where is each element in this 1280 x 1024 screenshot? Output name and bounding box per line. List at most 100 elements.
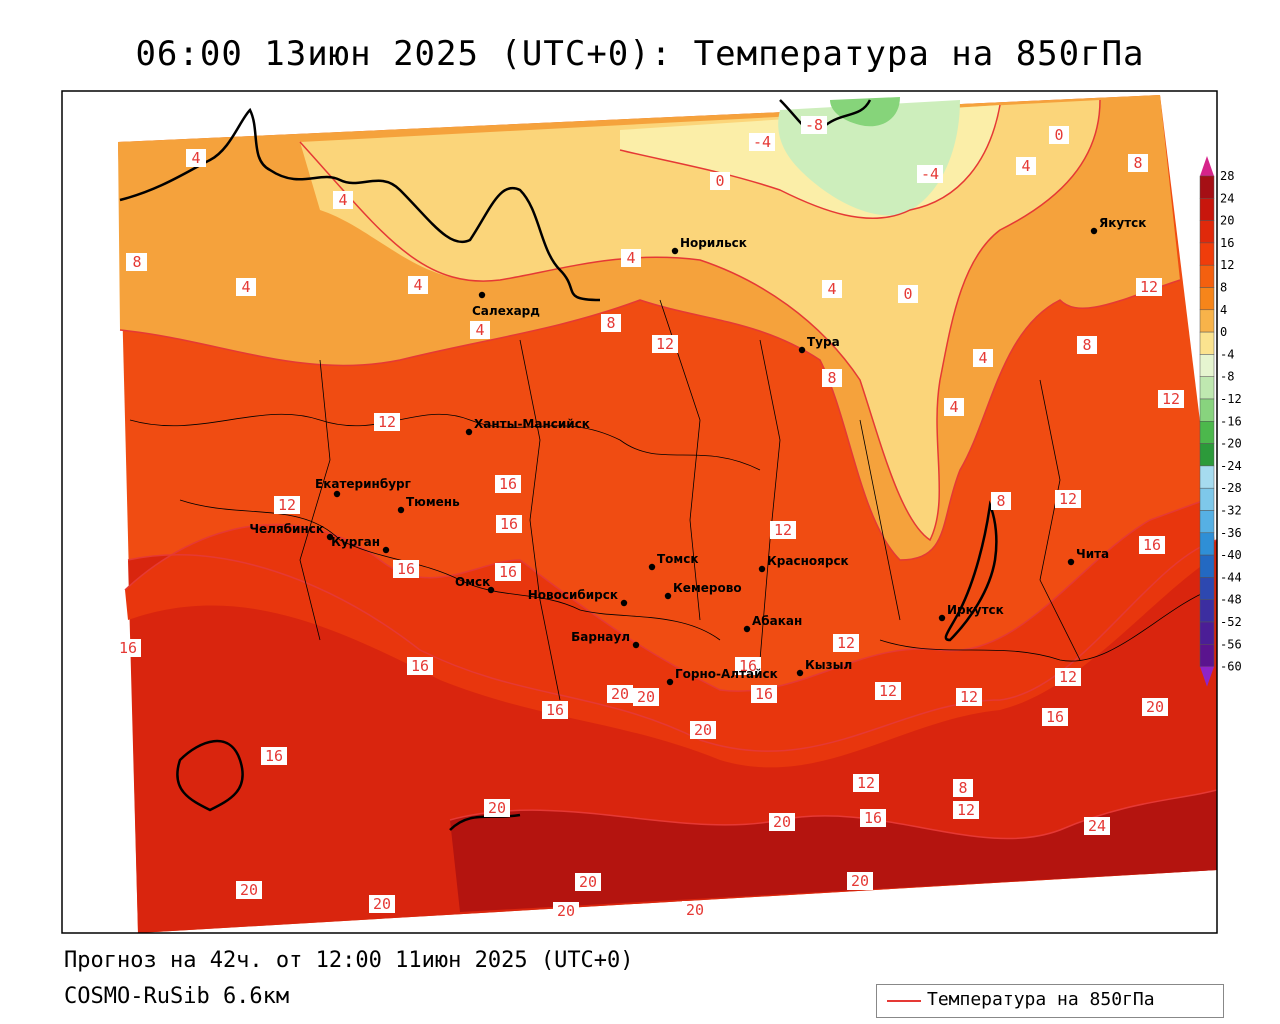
isotherm-label-box [875,682,901,700]
isotherm-label-box [973,349,993,367]
city-label: Ханты-Мансийск [474,417,590,431]
city-layer: Норильск Якутск Салехард Тура Ханты-Мансийск… [249,216,1146,686]
colorbar-swatch [1199,309,1215,333]
isotherm-label-box [236,881,262,899]
isotherm-label: 20 [694,721,712,739]
colorbar-tick-label: -52 [1220,615,1242,629]
colorbar-swatch [1199,287,1215,311]
colorbar-tick-label: -24 [1220,459,1242,473]
isotherm-label: 0 [1054,126,1063,144]
isotherm-label-box [860,809,886,827]
isotherm-label: 4 [978,349,987,367]
city-marker [743,625,751,633]
colorbar-swatch [1199,621,1215,645]
city-label: Чита [1076,547,1109,561]
isotherm-label: 16 [739,657,757,675]
isotherm-label-box [601,314,621,332]
isotherm-label-box [1142,698,1168,716]
colorbar-tick-label: 16 [1220,236,1234,250]
colorbar-tick-label: -16 [1220,414,1242,428]
isotherm-label: 12 [656,335,674,353]
city-label: Норильск [680,236,747,250]
isotherm-label-box [575,873,601,891]
city-marker [397,506,405,514]
isotherm-label: 16 [755,685,773,703]
city-marker [1067,558,1075,566]
city-marker [465,428,473,436]
city-marker [938,614,946,622]
isotherm-label: 0 [903,285,912,303]
colorbar-swatch [1199,554,1215,578]
colorbar-tick-label: 8 [1220,281,1227,295]
isotherm-label: 20 [851,872,869,890]
isotherm-label: 8 [996,492,1005,510]
isotherm-label: 16 [119,639,137,657]
isotherm-label-box [236,278,256,296]
colorbar-swatch [1199,599,1215,623]
colorbar-tick-label: -8 [1220,370,1234,384]
isotherm-label: 12 [957,801,975,819]
colorbar-tick-label: -4 [1220,347,1234,361]
isotherm-label: 8 [132,253,141,271]
forecast-info: Прогноз на 42ч. от 12:00 11июн 2025 (UTC… [64,948,634,973]
isotherm-label-box [770,521,796,539]
city-label: Якутск [1099,216,1146,230]
colorbar-tick-label: -36 [1220,526,1242,540]
isotherm-label-box [735,657,761,675]
isotherm-label-box [1055,490,1081,508]
isotherm-label-box [1136,278,1162,296]
region-boundaries [129,299,1211,701]
isotherm-label-box [769,813,795,831]
city-label: Тюмень [406,495,460,509]
city-marker [664,592,672,600]
city-label: Курган [331,535,380,549]
isotherm-label: 16 [499,475,517,493]
isotherm-label-box [682,901,708,919]
isotherm-label: 4 [827,280,836,298]
isotherm-label: 16 [1143,536,1161,554]
isotherm-label: 16 [500,515,518,533]
isotherm-label-box [553,902,579,920]
isotherm-label: 12 [278,496,296,514]
isotherm-label-box [369,895,395,913]
isotherm-label: 4 [1021,157,1030,175]
isotherm-label: 12 [774,521,792,539]
isotherm-label: 12 [1059,490,1077,508]
isotherm-label: 20 [611,685,629,703]
isotherm-label: -4 [753,133,771,151]
isotherm-label-box [749,133,775,151]
isotherm-label-box [652,335,678,353]
colorbar-swatch [1199,331,1215,355]
colorbar-tick-label: -44 [1220,570,1242,584]
isotherm-label: 12 [857,774,875,792]
isotherm-label: 16 [397,560,415,578]
colorbar-swatch [1199,510,1215,534]
city-label: Иркутск [947,603,1004,617]
city-label: Челябинск [249,522,324,536]
temp-zone-24 [450,790,1217,912]
isotherm-label: 12 [837,634,855,652]
colorbar: 28 24 20 16 12 8 4 0 -4 -8 -12 -16 -20 -24 -28 -32 -36 -4… [1199,156,1242,687]
isotherm-label-box [801,116,827,134]
isotherm-label-box [484,799,510,817]
isotherm-label-box [470,321,490,339]
isotherm-label: 20 [686,901,704,919]
isotherm-label: 20 [579,873,597,891]
isotherm-label-box [186,149,206,167]
isotherm-label: 20 [557,902,575,920]
model-info: COSMO-RuSib 6.6км [64,984,290,1009]
isotherm-label: 4 [338,191,347,209]
isotherm-label-box [822,280,842,298]
isotherm-label-box [607,685,633,703]
isotherm-label-box [1077,336,1097,354]
isotherm-label: 8 [1133,154,1142,172]
colorbar-swatch [1199,398,1215,422]
colorbar-tick-label: -28 [1220,481,1242,495]
isotherm-label: 12 [879,682,897,700]
isotherm-label: 24 [1088,817,1106,835]
isotherm-label: 0 [715,172,724,190]
colorbar-swatch [1199,487,1215,511]
city-marker [666,678,674,686]
isotherm-label-box [690,721,716,739]
city-label: Кемерово [673,581,742,595]
